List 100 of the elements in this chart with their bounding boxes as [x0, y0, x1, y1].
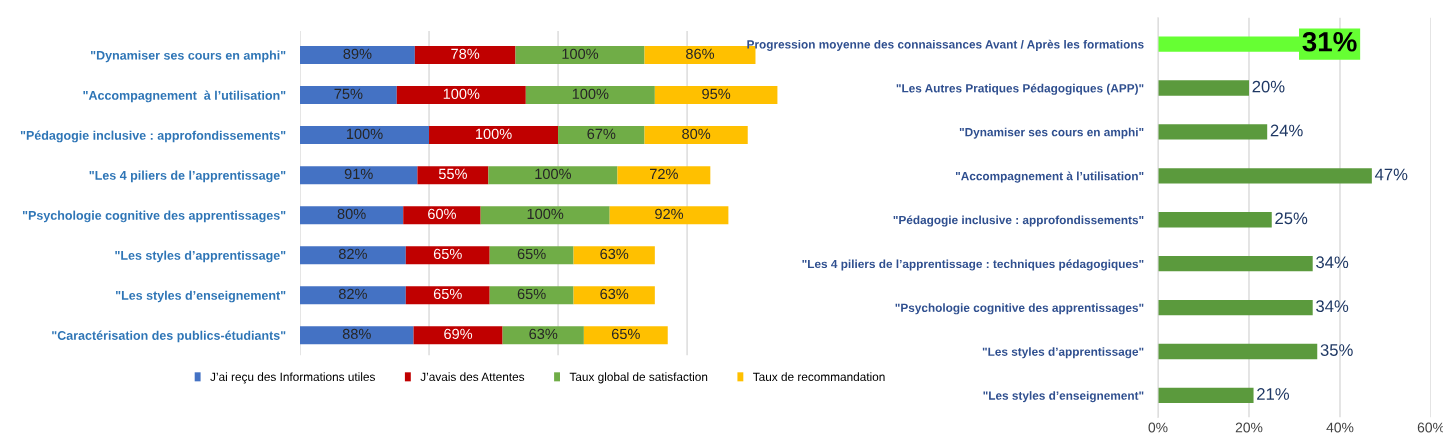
bar: [488, 166, 618, 185]
data-label: 65%: [611, 328, 640, 340]
bar: [1158, 255, 1313, 272]
category-label: "Les styles d’apprentissage": [115, 250, 286, 263]
category-label: "Dynamiser ses cours en amphi": [959, 127, 1144, 139]
data-label: 31%: [1302, 31, 1357, 52]
bar: [489, 286, 574, 305]
bar: [573, 246, 655, 265]
bar: [1158, 124, 1268, 140]
data-label: 47%: [1374, 168, 1408, 181]
legend-label: Taux de recommandation: [753, 372, 885, 382]
bar: [480, 206, 610, 225]
category-label: Progression moyenne des connaissances Avant / Après les formations: [747, 39, 1144, 51]
category-label: "Psychologie cognitive des apprentissages": [895, 303, 1144, 315]
data-label: 80%: [682, 128, 711, 140]
data-label: 20%: [1252, 80, 1285, 93]
bar: [403, 206, 481, 225]
data-label: 65%: [433, 288, 462, 300]
bar: [573, 286, 655, 305]
data-label: 67%: [587, 128, 616, 140]
bar: [1158, 343, 1318, 360]
legend-label: Taux global de satisfaction: [569, 372, 708, 384]
data-label: 34%: [1316, 256, 1349, 269]
bar: [1158, 299, 1313, 316]
data-label: 65%: [433, 248, 462, 260]
bar: [644, 126, 748, 145]
data-label: 100%: [527, 208, 564, 220]
data-label: 25%: [1275, 212, 1308, 225]
category-label: "Les styles d’enseignement": [116, 290, 286, 303]
data-label: 100%: [562, 48, 599, 59]
data-label: 80%: [337, 208, 366, 220]
bar: [583, 326, 668, 345]
data-label: 60%: [428, 208, 457, 220]
bar: [405, 246, 490, 265]
legend-label: J’avais des Attentes: [420, 372, 525, 382]
data-label: 88%: [342, 328, 371, 340]
data-label: 89%: [343, 48, 372, 59]
category-label: "Caractérisation des publics-étudiants": [52, 330, 286, 343]
category-label: "Accompagnement à l’utilisation": [83, 90, 286, 103]
data-label: 24%: [1270, 124, 1303, 137]
data-label: 78%: [451, 48, 480, 59]
data-label: 75%: [334, 88, 363, 100]
data-label: 82%: [338, 248, 367, 260]
data-label: 92%: [655, 208, 684, 220]
category-label: "Pédagogie inclusive : approfondissements": [893, 215, 1144, 227]
bar: [300, 326, 414, 345]
data-label: 21%: [1257, 388, 1290, 400]
data-label: 95%: [702, 88, 731, 100]
x-tick-label: 0%: [1148, 422, 1168, 433]
bar: [405, 286, 490, 305]
data-label: 91%: [344, 168, 373, 180]
bar: [300, 86, 397, 105]
bar: [525, 86, 655, 105]
category-label: "Les Autres Pratiques Pédagogiques (APP)": [896, 83, 1144, 95]
bar: [502, 326, 584, 345]
category-label: "Les 4 piliers de l’apprentissage : techniques pédagogiques": [802, 259, 1144, 271]
data-label: 82%: [338, 288, 367, 300]
bar: [1158, 212, 1272, 228]
bar: [413, 326, 503, 345]
bar: [429, 126, 559, 145]
data-label: 86%: [686, 48, 715, 59]
bar: [396, 86, 526, 105]
bar: [489, 246, 574, 265]
bar: [300, 46, 415, 65]
category-label: "Pédagogie inclusive : approfondissements": [20, 130, 286, 143]
bar: [300, 166, 418, 185]
data-label: 34%: [1316, 300, 1349, 313]
category-label: "Les styles d’apprentissage": [982, 347, 1144, 359]
data-label: 100%: [346, 128, 383, 140]
data-label: 100%: [535, 168, 572, 180]
category-label: "Les styles d’enseignement": [983, 391, 1144, 403]
data-label: 65%: [517, 288, 546, 300]
category-label: "Psychologie cognitive des apprentissages": [22, 210, 286, 223]
bar: [1158, 80, 1249, 96]
bar: [300, 206, 404, 225]
data-label: 65%: [517, 248, 546, 260]
bar: [558, 126, 645, 145]
bar: [414, 46, 516, 65]
bar: [300, 246, 406, 265]
data-label: 100%: [476, 128, 512, 140]
bar: [654, 86, 778, 105]
data-label: 63%: [600, 288, 629, 300]
data-label: 63%: [529, 328, 558, 340]
category-label: "Dynamiser ses cours en amphi": [90, 50, 286, 63]
bar: [300, 286, 406, 305]
data-label: 55%: [438, 168, 467, 180]
x-tick-label: 40%: [1326, 422, 1354, 433]
data-label: 100%: [443, 88, 480, 100]
legend-label: J’ai reçu des Informations utiles: [210, 372, 375, 384]
bar: [617, 166, 711, 185]
bar: [609, 206, 729, 225]
data-label: 100%: [572, 88, 609, 100]
data-label: 35%: [1320, 344, 1353, 356]
x-tick-label: 20%: [1235, 422, 1263, 433]
category-label: "Les 4 piliers de l’apprentissage": [89, 170, 286, 183]
bar: [417, 166, 489, 185]
category-label: "Accompagnement à l’utilisation": [955, 171, 1144, 183]
bar: [1158, 387, 1254, 404]
bar: [300, 126, 430, 145]
bar: [1158, 168, 1372, 184]
